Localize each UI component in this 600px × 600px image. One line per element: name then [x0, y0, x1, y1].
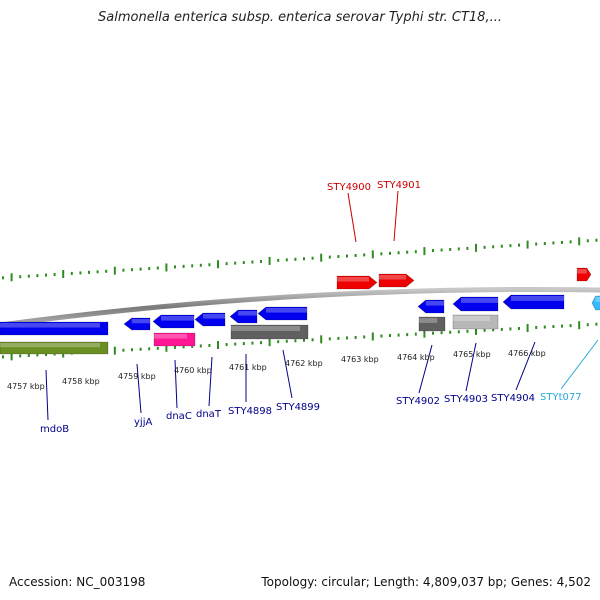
gene-label[interactable]: STY4900 [327, 182, 371, 193]
gene-STY4903-highlight [461, 298, 498, 303]
label-leader [174, 359, 178, 409]
gene-STY4902-highlight [425, 301, 444, 306]
gene-mdoB[interactable] [0, 321, 109, 336]
gene-label[interactable]: STY4902 [396, 396, 440, 407]
cds-STY4902[interactable] [418, 316, 446, 332]
kbp-tick-label: 4765 kbp [453, 350, 491, 359]
kbp-tick-label: 4758 kbp [62, 377, 100, 386]
gene-label[interactable]: dnaT [196, 409, 222, 420]
gene-dnaC-highlight [161, 316, 194, 321]
gene-STYt077[interactable] [591, 295, 600, 311]
label-leader [136, 363, 142, 414]
kbp-tick-label: 4766 kbp [508, 349, 546, 358]
gene-STY4898-highlight [238, 311, 257, 316]
kbp-tick-label: 4763 kbp [341, 355, 379, 364]
gene-next-plus-highlight [577, 269, 587, 274]
gene-STY4904-highlight [511, 296, 564, 301]
label-leader [45, 369, 49, 421]
gene-label[interactable]: STYt077 [540, 392, 582, 403]
map-title: Salmonella enterica subsp. enterica sero… [98, 10, 502, 25]
kbp-tick-label: 4760 kbp [174, 366, 212, 375]
gene-STY4901[interactable] [378, 273, 415, 288]
gene-dnaC[interactable] [152, 314, 195, 329]
gene-STY4899-highlight [266, 308, 307, 313]
gene-STY4904[interactable] [502, 294, 565, 310]
label-leader [465, 342, 477, 392]
cds-dnaC[interactable] [153, 332, 196, 347]
gene-label[interactable]: yjjA [134, 417, 152, 428]
gene-dnaT[interactable] [194, 312, 226, 327]
kbp-tick-label: 4764 kbp [397, 353, 435, 362]
gene-STY4903[interactable] [452, 296, 499, 312]
gene-label[interactable]: STY4903 [444, 394, 488, 405]
gene-yjjA[interactable] [123, 317, 151, 331]
cds-STY4898-4899[interactable] [230, 324, 309, 340]
gene-label[interactable]: STY4901 [377, 180, 421, 191]
cds-mdoB-highlight [0, 343, 100, 348]
gene-next-plus[interactable] [576, 267, 592, 282]
label-leader [208, 356, 213, 407]
kbp-tick-label: 4757 kbp [7, 382, 45, 391]
gene-STY4900[interactable] [336, 275, 378, 290]
gene-STY4901-highlight [379, 275, 406, 280]
label-leader [418, 344, 433, 394]
gene-yjjA-highlight [131, 319, 150, 324]
genome-backbone [0, 286, 600, 328]
gene-STY4900-highlight [337, 277, 369, 282]
cds-STY4903-highlight [453, 316, 490, 321]
label-leader [515, 341, 536, 391]
kbp-tick-label: 4761 kbp [229, 363, 267, 372]
gene-STY4898[interactable] [229, 309, 258, 324]
cds-dnaC-highlight [154, 334, 187, 339]
gene-label[interactable]: mdoB [40, 424, 69, 435]
gene-dnaT-highlight [203, 314, 225, 319]
accession-text: Accession: NC_003198 [9, 575, 146, 589]
label-leader [282, 349, 293, 399]
gene-label[interactable]: dnaC [166, 411, 192, 422]
label-leader [560, 339, 599, 390]
gene-label[interactable]: STY4899 [276, 402, 320, 413]
kbp-tick-label: 4759 kbp [118, 372, 156, 381]
gene-STYt077-highlight [595, 297, 600, 302]
topology-summary: Topology: circular; Length: 4,809,037 bp… [261, 575, 591, 589]
gene-label[interactable]: STY4898 [228, 406, 272, 417]
label-leader [347, 192, 357, 243]
cds-STY4903[interactable] [452, 314, 499, 330]
label-leader [393, 190, 399, 242]
cds-STY4898-4899-highlight [231, 326, 300, 331]
cds-mdoB[interactable] [0, 341, 109, 355]
kbp-tick-label: 4762 kbp [285, 359, 323, 368]
gene-STY4899[interactable] [257, 306, 308, 321]
gene-STY4902[interactable] [417, 299, 445, 314]
gene-label[interactable]: STY4904 [491, 393, 535, 404]
gene-mdoB-highlight [0, 323, 100, 328]
cds-STY4902-highlight [419, 318, 438, 323]
